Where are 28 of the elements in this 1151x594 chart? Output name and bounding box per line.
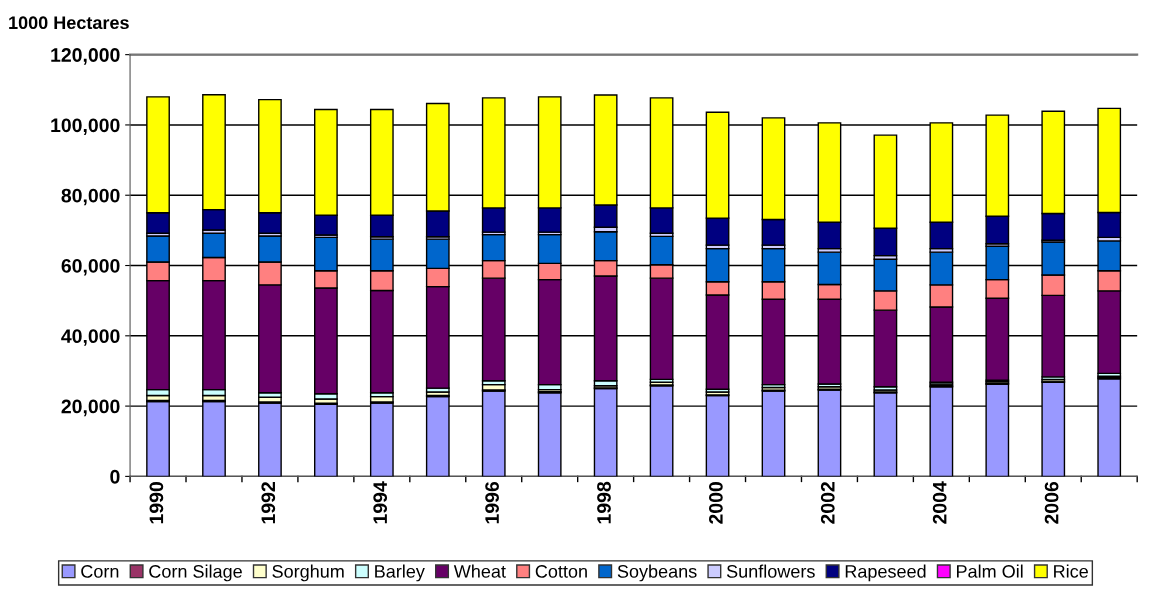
x-tick-label: 2000 — [709, 482, 723, 524]
legend-label: Rapeseed — [845, 564, 926, 582]
legend-label: Sunflowers — [726, 564, 815, 578]
y-axis-title: 1000 Hectares — [9, 16, 129, 30]
legend-label: Palm Oil — [957, 564, 1023, 578]
y-tick-label: 100,000 — [51, 118, 120, 135]
x-tick-label: 2004 — [932, 481, 947, 524]
x-tick-label: 1994 — [373, 481, 388, 524]
y-tick-label: 20,000 — [61, 399, 120, 417]
legend-label: Wheat — [453, 564, 506, 578]
legend-label: Corn Silage — [149, 564, 242, 582]
legend-label: Corn — [81, 565, 119, 578]
y-tick-label: 120,000 — [51, 48, 120, 65]
x-tick-label: 1992 — [261, 482, 276, 524]
legend-label: Soybeans — [617, 564, 697, 582]
y-tick-label: 80,000 — [61, 188, 120, 206]
x-tick-label: 1998 — [597, 481, 611, 524]
legend-label: Rice — [1054, 564, 1088, 578]
legend-label: Sorghum — [272, 564, 344, 582]
x-tick-label: 1990 — [149, 482, 164, 524]
x-tick-label: 2006 — [1044, 481, 1059, 524]
x-tick-label: 1996 — [485, 481, 499, 524]
y-tick-label: 40,000 — [61, 329, 120, 346]
x-tick-label: 2002 — [820, 482, 835, 524]
legend-label: Barley — [375, 564, 425, 582]
legend-label: Cotton — [535, 565, 587, 578]
y-tick-label: 60,000 — [61, 258, 120, 276]
y-tick-label: 0 — [110, 469, 120, 484]
